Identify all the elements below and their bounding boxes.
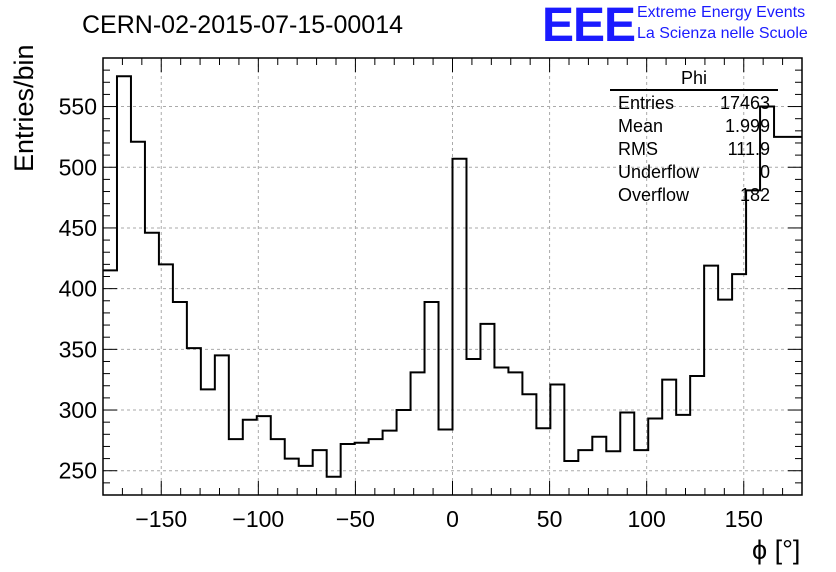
stats-value: 1.999: [724, 116, 770, 136]
stats-row-rms: RMS 111.9: [618, 138, 770, 160]
stats-title: Phi: [680, 68, 707, 88]
x-tick-label: −50: [336, 506, 375, 532]
stats-box: Phi Entries 17463 Mean 1.999 RMS 111.9 U…: [610, 68, 778, 205]
stats-row-overflow: Overflow 182: [618, 184, 770, 206]
stats-row-underflow: Underflow 0: [618, 161, 770, 183]
y-tick-label: 350: [59, 336, 97, 362]
stats-value: 0: [759, 162, 770, 182]
y-axis-label: Entries/bin: [9, 44, 39, 172]
x-tick-label: 100: [627, 506, 665, 532]
stats-key: RMS: [618, 139, 658, 159]
y-tick-label: 550: [59, 94, 97, 120]
stats-value: 17463: [719, 93, 770, 113]
y-tick-label: 250: [59, 458, 97, 484]
x-axis-label: ϕ [°]: [752, 535, 801, 565]
plot-title: CERN-02-2015-07-15-00014: [82, 11, 404, 39]
x-tick-label: 0: [446, 506, 459, 532]
x-tick-label: −150: [135, 506, 187, 532]
x-tick-label: 150: [725, 506, 763, 532]
eee-logo: EEE: [542, 0, 636, 52]
y-tick-label: 500: [59, 154, 97, 180]
y-tick-label: 450: [59, 215, 97, 241]
logo-line-1: Extreme Energy Events: [637, 4, 806, 21]
x-tick-label: −100: [232, 506, 284, 532]
stats-key: Mean: [618, 116, 664, 136]
y-tick-label: 400: [59, 276, 97, 302]
stats-divider: [610, 89, 778, 91]
x-tick-label: 50: [537, 506, 563, 532]
stats-row-entries: Entries 17463: [618, 92, 770, 114]
histogram-step-line: [103, 75, 802, 478]
stats-row-mean: Mean 1.999: [618, 115, 770, 137]
stats-value: 111.9: [727, 139, 770, 159]
stats-key: Overflow: [618, 185, 690, 205]
stats-key: Underflow: [618, 162, 700, 182]
logo-line-2: La Scienza nelle Scuole: [637, 25, 808, 42]
y-tick-label: 300: [59, 397, 97, 423]
stats-value: 182: [739, 185, 770, 205]
stats-key: Entries: [618, 93, 675, 113]
